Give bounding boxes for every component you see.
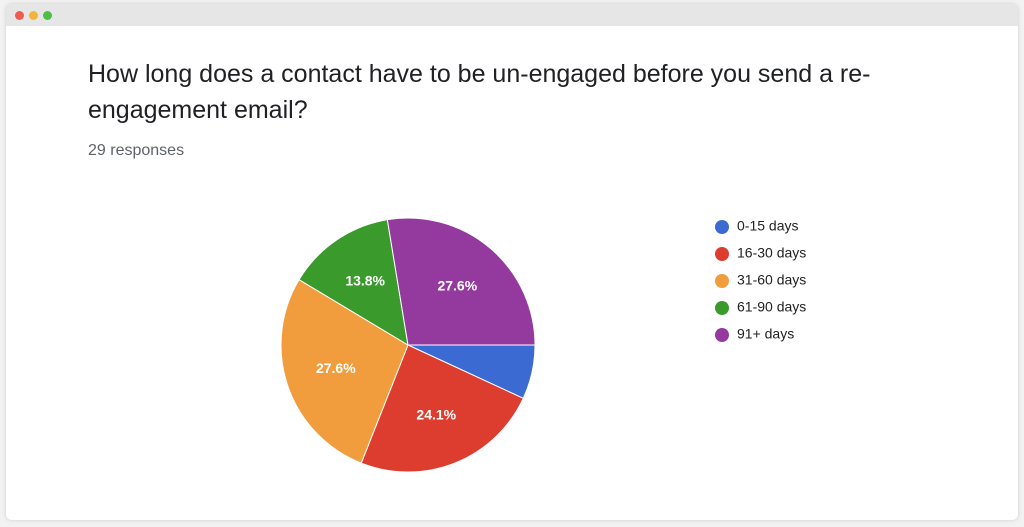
pie-slice [298, 219, 409, 346]
legend-label: 61-90 days [737, 299, 806, 315]
minimize-dot [29, 11, 38, 20]
legend-marker [715, 274, 729, 288]
pie-slice [386, 217, 536, 346]
maximize-dot [43, 11, 52, 20]
title-bar [6, 4, 1018, 26]
slice-label: 27.6% [437, 278, 477, 294]
chart-title: How long does a contact have to be un-en… [88, 60, 871, 124]
legend-marker [715, 247, 729, 261]
legend-label: 91+ days [737, 326, 794, 342]
close-dot [15, 11, 24, 20]
slice-label: 24.1% [416, 406, 456, 422]
window: How long does a contact have to be un-en… [6, 4, 1018, 520]
slice-label: 13.8% [345, 273, 385, 289]
chart: 24.1% 27.6% 13.8% 27.6% 0-15 days 16-30 days 3… [280, 217, 806, 473]
legend-marker [715, 328, 729, 342]
slice-label: 27.6% [316, 360, 356, 376]
chart-subtitle: 29 responses [88, 142, 185, 159]
pie-slice [280, 278, 409, 464]
legend-marker [715, 301, 729, 315]
legend-label: 16-30 days [737, 245, 806, 261]
legend-label: 0-15 days [737, 218, 798, 234]
pie-slice [360, 344, 524, 473]
legend-label: 31-60 days [737, 272, 806, 288]
legend-marker [715, 220, 729, 234]
